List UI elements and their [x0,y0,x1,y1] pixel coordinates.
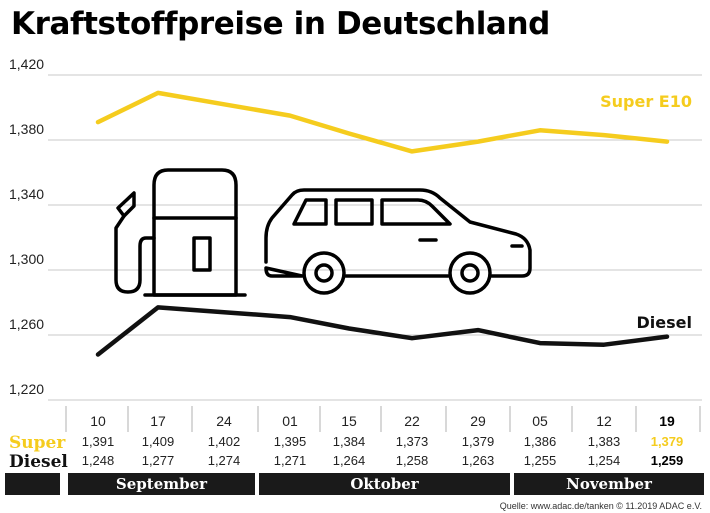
diesel-value-label: 1,254 [588,453,621,468]
car-wheel-front [448,251,492,295]
super-series-line [95,90,670,154]
car-hub-rear [314,263,334,283]
super-value-label: 1,386 [524,434,557,449]
x-tick-label: 12 [596,413,612,429]
diesel-value-label: 1,258 [396,453,429,468]
x-tick-label: 05 [532,413,548,429]
pump-body [152,168,238,297]
super-row-label: Super [9,433,66,453]
pump-window [192,236,212,272]
x-tick-label: 24 [216,413,232,429]
diesel-series-label: Diesel [637,313,692,332]
diesel-value-label: 1,263 [462,453,495,468]
super-value-label: 1,373 [396,434,429,449]
super-value-label: 1,379 [462,434,495,449]
y-tick-label: 1,420 [9,56,44,72]
x-tick-label: 19 [659,413,675,429]
y-tick-label: 1,260 [9,316,44,332]
super-series-label: Super E10 [600,92,692,111]
diesel-series-line [95,305,670,357]
x-tick-label: 17 [150,413,166,429]
super-value-label: 1,391 [82,434,115,449]
x-tick-label: 22 [404,413,420,429]
x-tick-label: 10 [90,413,106,429]
car-icon [264,188,532,295]
diesel-value-label: 1,277 [142,453,175,468]
diesel-value-label: 1,274 [208,453,241,468]
month-label: Oktober [350,475,419,493]
fuel-pump-icon [114,168,247,297]
x-tick-label: 01 [282,413,298,429]
car-hub-front [460,263,480,283]
y-tick-label: 1,220 [9,381,44,397]
diesel-value-label: 1,255 [524,453,557,468]
super-value-label: 1,409 [142,434,175,449]
diesel-value-label: 1,271 [274,453,307,468]
x-tick-label: 29 [470,413,486,429]
diesel-value-label: 1,248 [82,453,115,468]
y-tick-label: 1,380 [9,121,44,137]
diesel-row-label: Diesel [9,452,68,472]
month-bar [259,473,510,495]
diesel-value-label: 1,259 [651,453,684,468]
car-window-rear [292,198,328,226]
diesel-value-label: 1,264 [333,453,366,468]
car-window-front [380,198,452,226]
pump-nozzle [116,191,136,218]
y-tick-label: 1,300 [9,251,44,267]
y-tick-label: 1,340 [9,186,44,202]
car-window-middle [334,198,374,226]
super-value-label: 1,383 [588,434,621,449]
car-wheel-rear [302,251,346,295]
month-label: September [116,475,208,493]
super-value-label: 1,395 [274,434,307,449]
chart-title: Kraftstoffpreise in Deutschland [11,6,550,42]
super-value-label: 1,402 [208,434,241,449]
x-tick-label: 15 [341,413,357,429]
month-label: November [566,475,653,493]
pump-hose [114,214,156,294]
super-value-label: 1,379 [651,434,684,449]
car-body [264,188,532,278]
month-bar [68,473,255,495]
month-bar-blank [5,473,60,495]
month-bar [514,473,704,495]
super-value-label: 1,384 [333,434,366,449]
source-note: Quelle: www.adac.de/tanken © 11.2019 ADA… [499,501,702,511]
